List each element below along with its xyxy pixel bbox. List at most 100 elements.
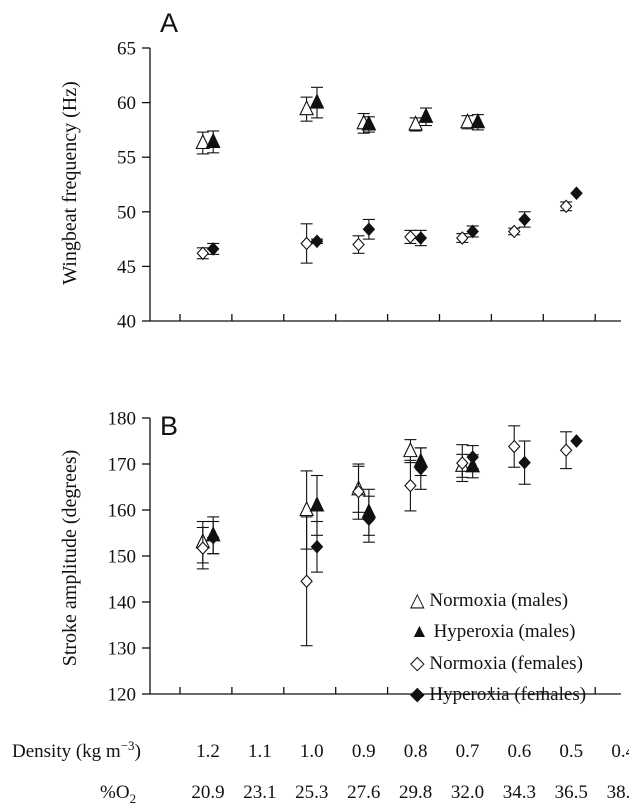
- panel-a: 40 45 50 55 60 65 A Wingbeat frequency (Hz): [59, 8, 621, 333]
- legend-label: Normoxia (males): [429, 590, 568, 611]
- y-tick-label: 170: [108, 455, 137, 476]
- panel-b-x-ticks: [179, 687, 596, 694]
- data-point: [352, 463, 365, 520]
- diamond-open-marker: [404, 478, 417, 493]
- data-point: [352, 235, 365, 254]
- data-point: [362, 218, 376, 240]
- diamond-filled-marker: [518, 212, 531, 227]
- data-point: [570, 434, 583, 448]
- triangle-filled-icon: ▲: [410, 621, 429, 642]
- data-point: [518, 440, 531, 485]
- data-point: [196, 246, 210, 261]
- data-point: [404, 459, 417, 512]
- panel-b-y-ticks: 120 130 140 150 160 170 180: [108, 409, 150, 706]
- y-tick-label: 55: [117, 148, 136, 169]
- data-point: [507, 224, 521, 239]
- data-point: [309, 86, 325, 119]
- data-point: [196, 526, 210, 570]
- diamond-open-marker: [196, 541, 210, 555]
- panel-a-y-ticks: 40 45 50 55 60 65: [117, 39, 150, 333]
- data-point: [403, 439, 418, 464]
- triangle-open-marker: [195, 133, 211, 150]
- o2-tick-label: 38.8: [607, 782, 629, 803]
- o2-tick-label: 23.1: [243, 782, 276, 803]
- diamond-filled-marker: [206, 530, 220, 545]
- legend-item-hyperoxia-females: ◆ Hyperoxia (females): [410, 684, 586, 705]
- legend-item-hyperoxia-males: ▲ Hyperoxia (males): [410, 621, 575, 642]
- data-point: [466, 224, 479, 239]
- triangle-filled-marker: [205, 132, 221, 148]
- density-tick-label: 1.2: [196, 741, 220, 762]
- legend-item-normoxia-females: ◇ Normoxia (females): [410, 653, 583, 674]
- panel-b-label: B: [160, 411, 178, 441]
- triangle-filled-marker: [361, 115, 377, 131]
- y-tick-label: 65: [117, 39, 136, 60]
- diamond-filled-marker: [310, 234, 324, 249]
- data-point: [470, 112, 486, 131]
- diamond-open-marker: [352, 484, 365, 499]
- diamond-open-marker: [507, 224, 521, 239]
- triangle-open-marker: [460, 112, 475, 129]
- density-tick-label: 0.7: [456, 741, 480, 762]
- density-axis-title: Density (kg m−3): [12, 738, 141, 762]
- data-point: [310, 520, 324, 573]
- legend-label: Hyperoxia (males): [434, 621, 576, 642]
- triangle-filled-marker: [309, 496, 325, 512]
- triangle-open-marker: [408, 115, 423, 131]
- data-point: [361, 115, 377, 133]
- data-point: [206, 520, 220, 555]
- y-tick-label: 40: [117, 312, 136, 333]
- diamond-filled-marker: [518, 455, 531, 470]
- y-tick-label: 60: [117, 93, 136, 114]
- o2-axis-title: %O2: [100, 782, 136, 806]
- density-tick-label: 0.6: [508, 741, 532, 762]
- panel-b: 120 130 140 150 160 170 180 B Stroke amplitude…: [59, 409, 621, 706]
- diamond-open-marker: [300, 236, 313, 251]
- data-point: [299, 96, 314, 122]
- triangle-filled-marker: [309, 93, 325, 109]
- data-point: [206, 242, 220, 256]
- diamond-filled-marker: [414, 461, 428, 476]
- data-point: [518, 211, 531, 228]
- diamond-filled-icon: ◆: [410, 684, 425, 705]
- data-point: [559, 199, 573, 214]
- diamond-filled-marker: [414, 231, 428, 245]
- triangle-open-marker: [299, 500, 314, 517]
- o2-tick-label: 36.5: [555, 782, 588, 803]
- panel-a-label: A: [160, 8, 178, 38]
- o2-tick-label: 25.3: [295, 782, 328, 803]
- data-point: [456, 444, 469, 483]
- density-tick-label: 1.0: [300, 741, 324, 762]
- data-point: [408, 115, 423, 132]
- data-point: [507, 425, 521, 468]
- diamond-filled-marker: [362, 512, 376, 527]
- diamond-open-marker: [404, 230, 417, 244]
- data-point: [404, 229, 417, 245]
- panel-a-y-title: Wingbeat frequency (Hz): [59, 81, 81, 285]
- y-tick-label: 45: [117, 257, 136, 278]
- diamond-filled-marker: [570, 434, 583, 448]
- diamond-filled-marker: [466, 224, 479, 239]
- panel-b-y-title: Stroke amplitude (degrees): [59, 450, 81, 667]
- o2-tick-label: 20.9: [191, 782, 224, 803]
- bottom-axis-labels: Density (kg m−3) %O2 1.2 1.1 1.0 0.9 0.8 0.7 0…: [12, 738, 629, 806]
- triangle-filled-marker: [418, 107, 434, 123]
- density-tick-label: 0.4: [611, 741, 629, 762]
- data-point: [362, 495, 376, 543]
- y-tick-label: 50: [117, 202, 136, 223]
- diamond-open-marker: [507, 439, 521, 454]
- diamond-open-marker: [352, 237, 365, 252]
- o2-tick-label: 32.0: [451, 782, 484, 803]
- diamond-open-marker: [456, 456, 469, 470]
- diamond-open-marker: [559, 443, 573, 458]
- triangle-open-icon: △: [410, 590, 425, 611]
- density-tick-labels: 1.2 1.1 1.0 0.9 0.8 0.7 0.6 0.5 0.4: [196, 741, 629, 762]
- y-tick-label: 180: [108, 409, 137, 430]
- data-point: [205, 130, 221, 154]
- y-tick-label: 120: [108, 685, 137, 706]
- data-point: [310, 234, 324, 249]
- o2-tick-label: 27.6: [347, 782, 380, 803]
- diamond-open-marker: [559, 199, 573, 214]
- density-tick-label: 0.9: [352, 741, 376, 762]
- legend-item-normoxia-males: △ Normoxia (males): [410, 590, 568, 611]
